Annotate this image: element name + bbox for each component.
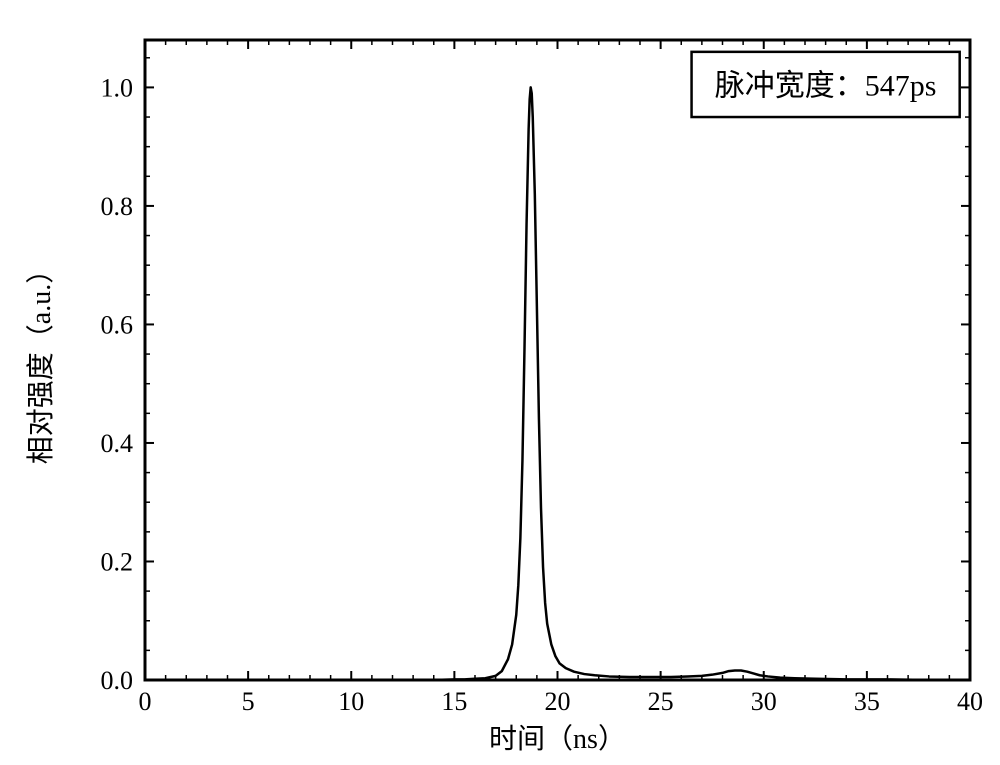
y-tick-label: 0.0 [101, 666, 134, 695]
x-tick-label: 10 [338, 687, 364, 716]
chart-svg: 0 5 10 15 20 25 30 35 40 0.0 0.2 0.4 0.6 0.8 1.0 脉冲宽度：5… [0, 0, 1000, 765]
x-tick-label: 5 [242, 687, 255, 716]
x-tick-label: 40 [957, 687, 983, 716]
x-tick-label: 20 [545, 687, 571, 716]
x-tick-label: 35 [854, 687, 880, 716]
y-tick-label: 0.8 [101, 192, 134, 221]
x-tick-label: 30 [751, 687, 777, 716]
y-tick-label: 0.2 [101, 547, 134, 576]
x-axis-label: 时间（ns） [489, 723, 626, 755]
y-tick-label: 1.0 [101, 73, 134, 102]
x-tick-label: 15 [441, 687, 467, 716]
annotation-text: 脉冲宽度：547ps [715, 69, 937, 102]
y-axis-label: 相对强度（a.u.） [25, 256, 57, 464]
x-tick-label: 25 [648, 687, 674, 716]
y-tick-label: 0.4 [101, 429, 134, 458]
y-tick-label: 0.6 [101, 310, 134, 339]
pulse-width-chart: 0 5 10 15 20 25 30 35 40 0.0 0.2 0.4 0.6 0.8 1.0 脉冲宽度：5… [0, 0, 1000, 765]
x-tick-label: 0 [139, 687, 152, 716]
